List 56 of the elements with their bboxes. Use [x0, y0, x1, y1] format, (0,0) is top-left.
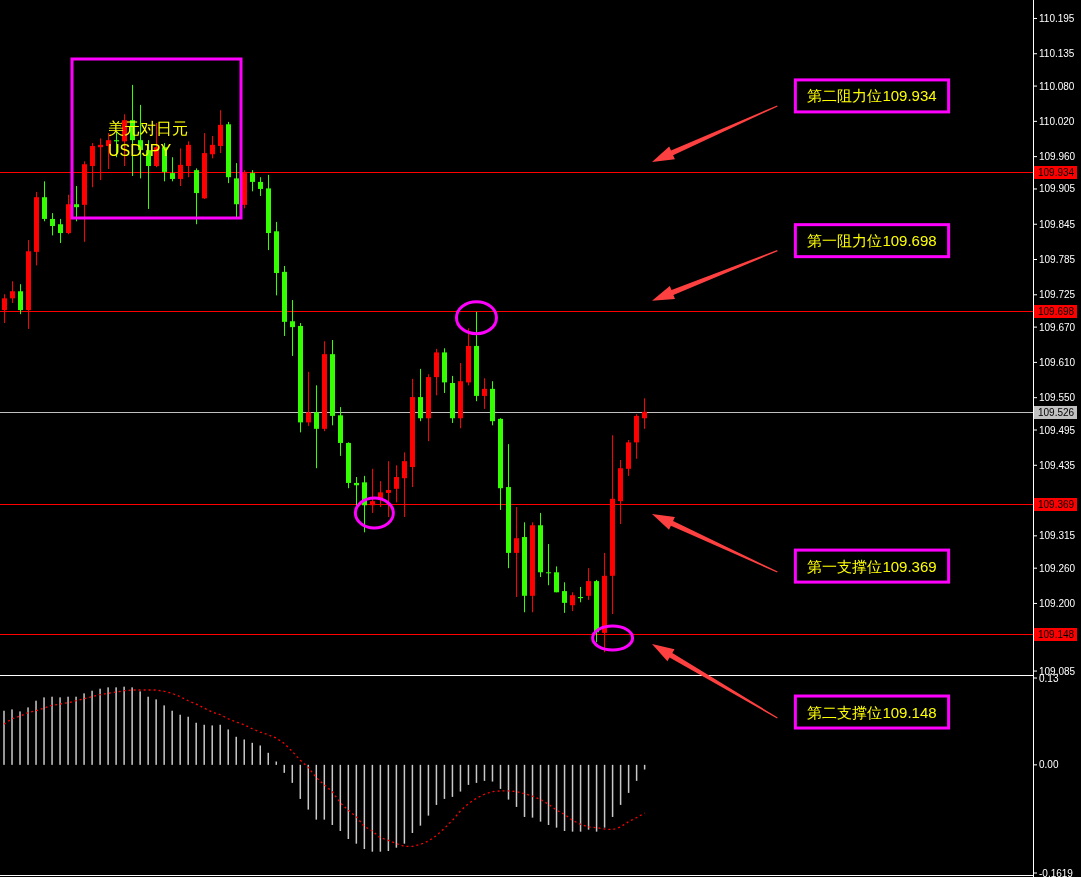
candlestick: [210, 135, 215, 159]
candlestick: [250, 169, 255, 192]
y-tick-label: 109.670: [1039, 321, 1076, 333]
y-tick-label: 110.135: [1039, 48, 1075, 60]
candlestick: [562, 581, 567, 614]
candlestick: [74, 185, 79, 222]
y-tick-label: 109.785: [1039, 254, 1076, 266]
candlestick: [106, 132, 111, 170]
ref-line-label: 109.369: [1038, 499, 1075, 510]
line-series: [3, 689, 646, 847]
candlestick: [306, 371, 311, 427]
y-tick-label: 109.315: [1039, 530, 1076, 542]
candlestick: [418, 368, 423, 422]
candlestick: [50, 212, 55, 236]
y-tick-label: 109.905: [1039, 183, 1076, 195]
candlestick: [586, 567, 591, 601]
y-tick-label: 109.960: [1039, 151, 1076, 163]
annotation: 第二阻力位109.934: [807, 87, 937, 105]
y-tick-label: 109.200: [1039, 597, 1076, 609]
candlestick: [170, 156, 175, 182]
candlestick: [554, 565, 559, 593]
y-tick-label: 110.020: [1039, 115, 1075, 127]
candlestick: [10, 280, 15, 304]
annotation: 第一阻力位109.698: [807, 232, 937, 250]
candlestick: [546, 543, 551, 586]
y-tick-label: 0.00: [1039, 759, 1059, 771]
candlestick: [58, 218, 63, 244]
y-tick-label: -0.1619: [1039, 867, 1074, 877]
y-tick-label: 109.260: [1039, 562, 1076, 574]
candlestick: [18, 283, 23, 315]
ref-line-label: 109.698: [1038, 306, 1075, 317]
y-tick-label: 109.845: [1039, 218, 1076, 230]
candlestick: [482, 377, 487, 410]
candlestick: [642, 397, 647, 430]
y-tick-label: 109.550: [1039, 392, 1076, 404]
candlestick: [194, 167, 199, 225]
ref-line-label: 109.148: [1038, 629, 1075, 640]
candlestick: [218, 109, 223, 154]
candlestick: [514, 506, 519, 598]
candlestick: [258, 176, 263, 197]
y-tick-label: 109.435: [1039, 459, 1076, 471]
ref-line-label: 109.934: [1038, 167, 1075, 178]
candlestick: [290, 299, 295, 357]
ref-line-label: 109.526: [1038, 407, 1075, 418]
candlestick: [386, 460, 391, 518]
candlestick: [570, 591, 575, 612]
candlestick: [394, 464, 399, 503]
candlestick: [42, 180, 47, 222]
annotation: 第二支撑位109.148: [807, 703, 937, 721]
y-tick-label: 109.725: [1039, 289, 1076, 301]
candlestick: [314, 384, 319, 469]
y-tick-label: 110.195: [1039, 12, 1075, 24]
annotation: 第一支撑位109.369: [807, 557, 937, 575]
y-tick-label: 109.495: [1039, 424, 1076, 436]
y-tick-label: 110.080: [1039, 80, 1075, 92]
y-tick-label: 109.610: [1039, 356, 1076, 368]
